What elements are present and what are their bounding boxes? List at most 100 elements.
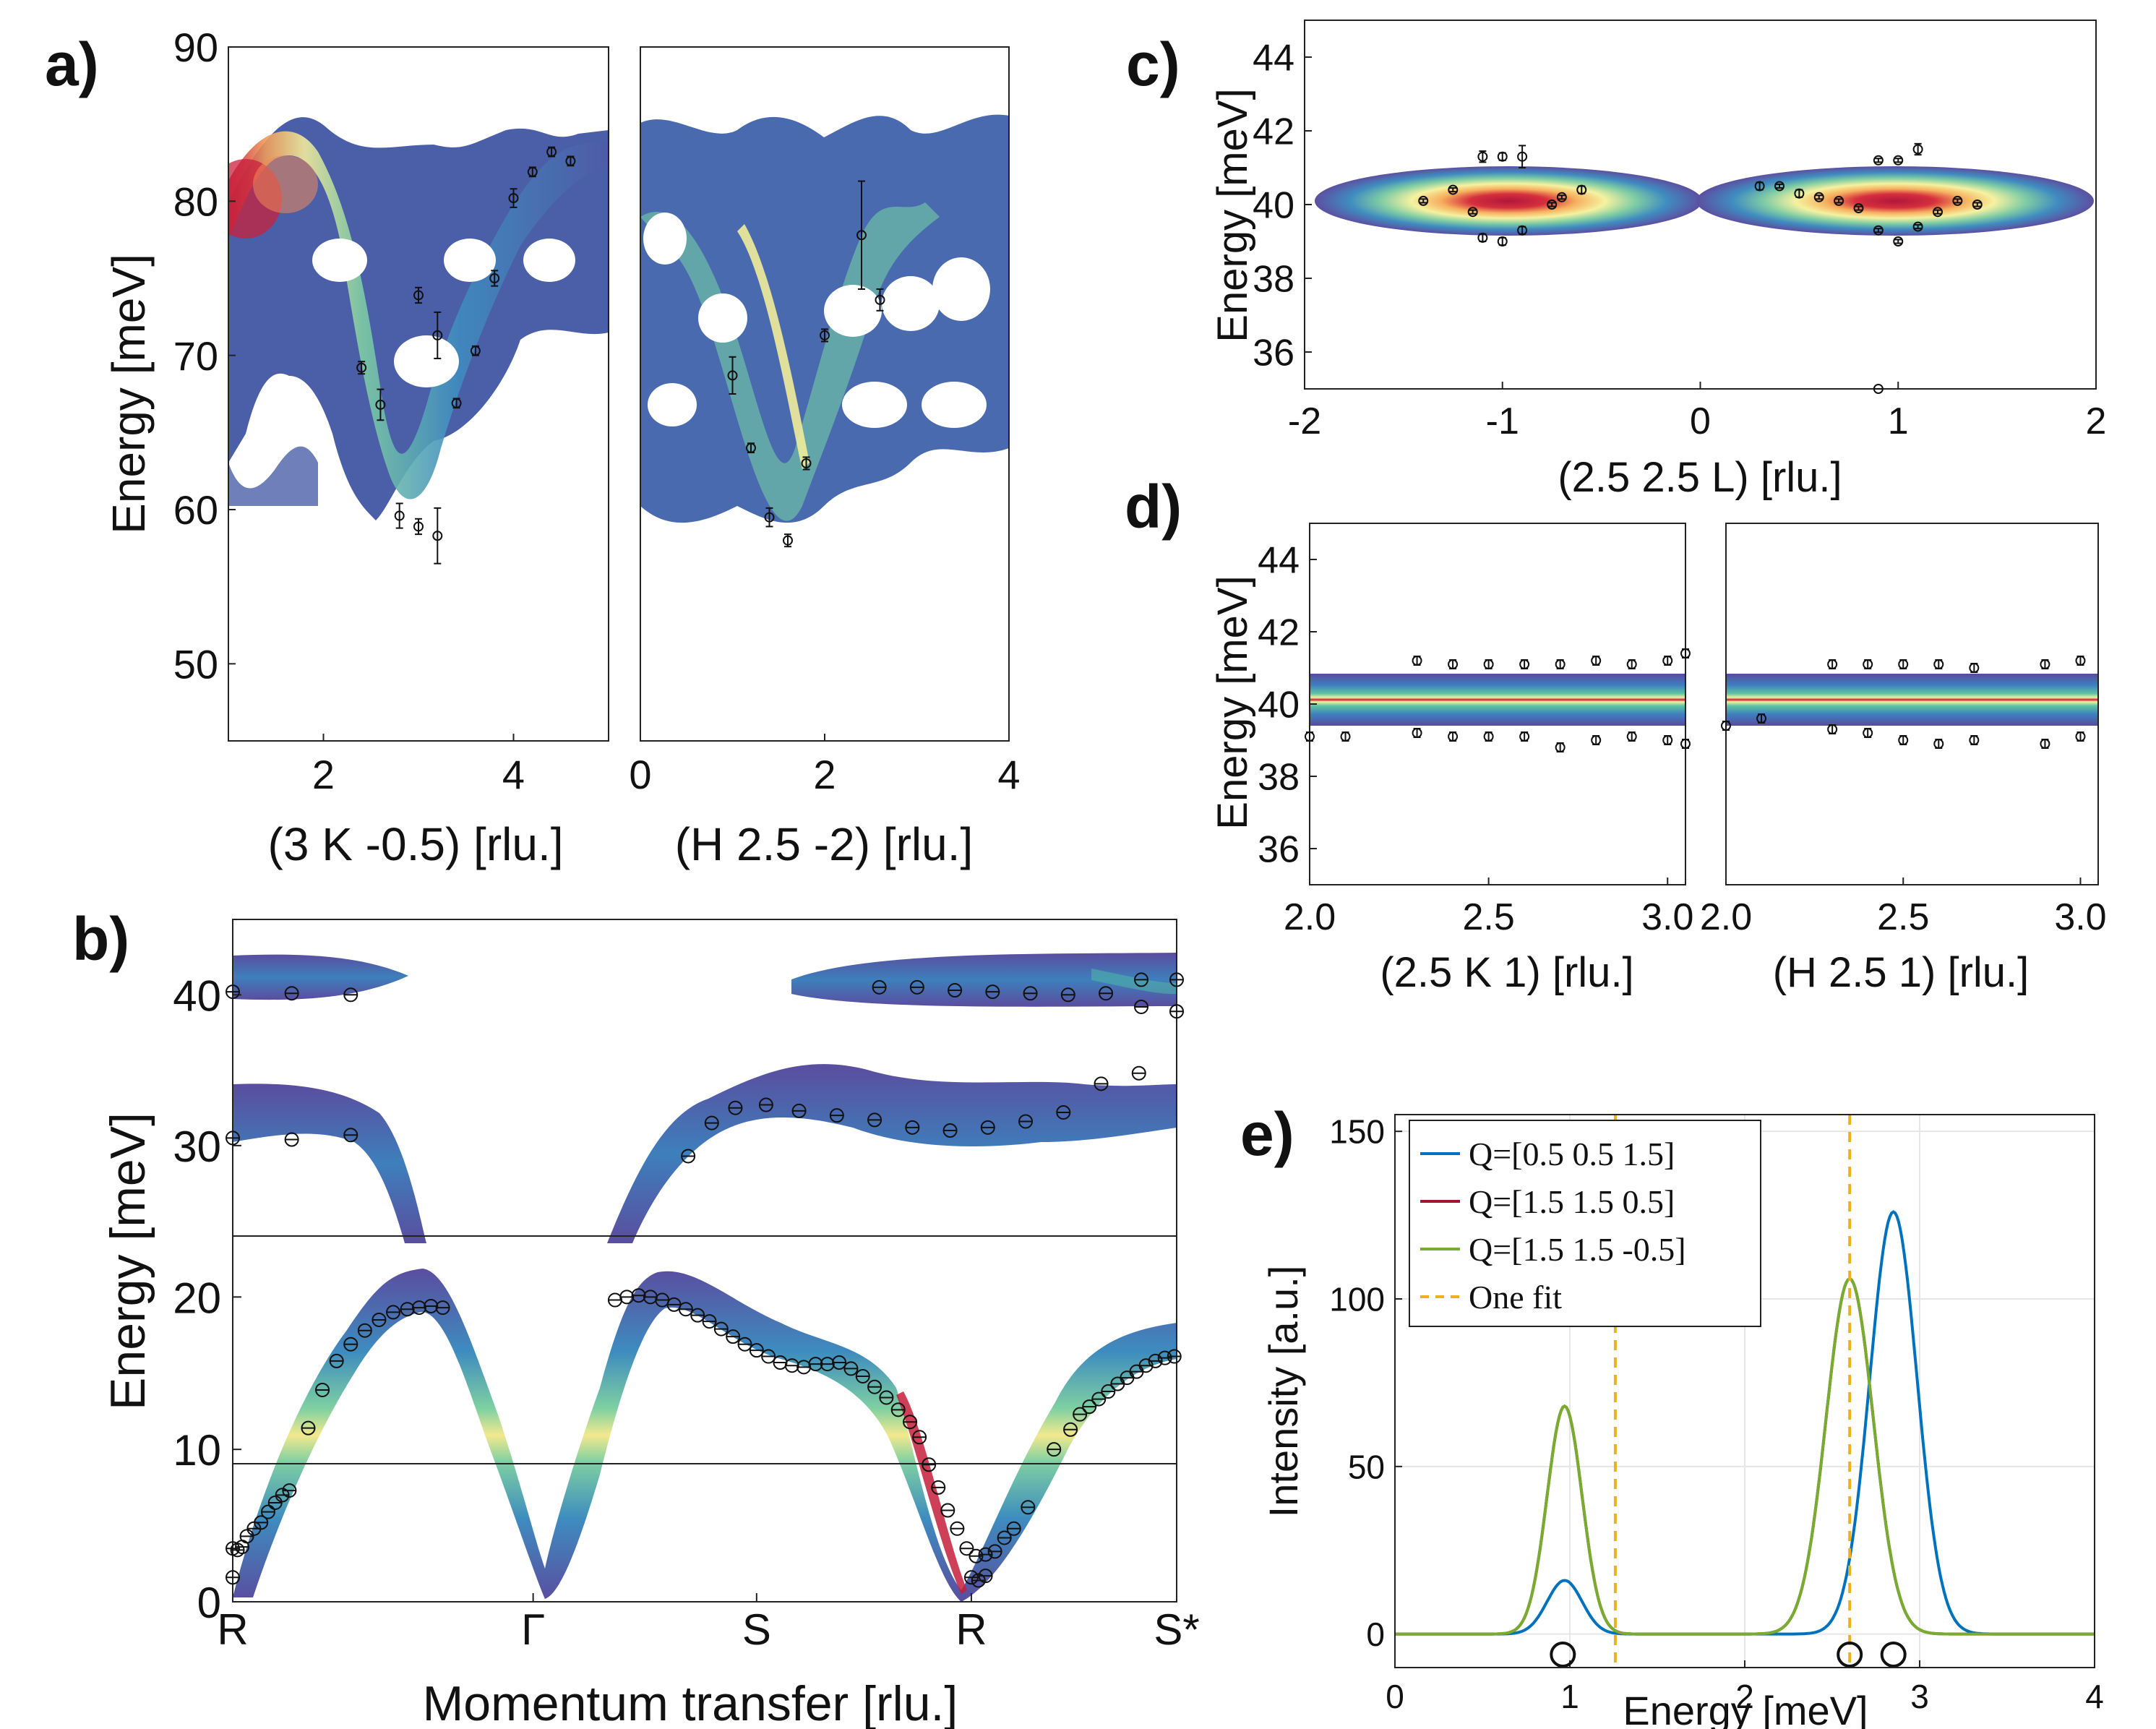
data-point [1591, 656, 1602, 666]
data-point [1018, 1114, 1034, 1129]
data-point [1680, 739, 1691, 749]
panel-label-a: a) [45, 30, 99, 98]
data-point [1873, 225, 1884, 236]
data-point [1021, 1500, 1036, 1515]
x-tick-label: 0 [1386, 1678, 1404, 1715]
panel-d2-axes: 2.0 2.5 3.0 [1700, 878, 2107, 938]
data-point [1933, 739, 1944, 749]
panel-b-frame [232, 919, 1177, 1603]
data-point [678, 1302, 693, 1317]
x-tick-label: -2 [1288, 400, 1321, 442]
data-point [959, 1541, 974, 1556]
data-point [375, 399, 386, 410]
data-point [1912, 144, 1923, 155]
panel-a2: 0 2 4 (H 2.5 -2) [rlu.] [629, 46, 1021, 870]
data-point [791, 1103, 807, 1118]
y-tick-label: 38 [1258, 757, 1300, 799]
panel-b-xlabel: Momentum transfer [rlu.] [423, 1676, 958, 1729]
data-point [761, 1349, 776, 1364]
data-point [1483, 659, 1494, 669]
data-point [527, 166, 538, 177]
data-point [432, 531, 443, 541]
data-point [737, 1337, 752, 1352]
data-point [749, 1343, 764, 1358]
data-point [856, 230, 867, 241]
data-point [1591, 735, 1602, 745]
y-tick-label: 100 [1329, 1281, 1385, 1318]
data-point [1555, 659, 1566, 669]
data-point [1412, 656, 1422, 666]
y-tick-label: 42 [1253, 111, 1294, 153]
data-point [371, 1312, 387, 1327]
data-point [801, 458, 812, 468]
data-point [971, 1573, 986, 1588]
y-tick-label: 44 [1253, 38, 1294, 80]
panel-a1-xlabel: (3 K -0.5) [rlu.] [268, 818, 564, 870]
legend-entry-1: Q=[1.5 1.5 0.5] [1469, 1183, 1675, 1220]
data-point [1969, 663, 1980, 673]
data-point [1477, 232, 1488, 243]
data-point [1626, 659, 1637, 669]
data-point [1827, 724, 1838, 734]
legend-box [1409, 1120, 1761, 1327]
panel-d1-intensity-band [1310, 674, 1685, 726]
y-tick-label: 50 [1348, 1448, 1385, 1485]
data-point [985, 984, 1000, 1000]
data-point [1063, 1422, 1078, 1437]
panel-a2-intensity-map [640, 114, 1009, 523]
data-point [1169, 1004, 1184, 1019]
y-tick-label: 30 [173, 1123, 221, 1171]
data-point [619, 1290, 635, 1305]
panel-c-ylabel: Energy [meV] [1209, 88, 1256, 342]
data-point [1157, 1350, 1172, 1365]
panel-label-b: b) [72, 905, 129, 973]
data-point [424, 1298, 439, 1313]
data-point [1952, 195, 1963, 206]
data-point [843, 1361, 859, 1376]
x-tick-label: R [955, 1605, 987, 1654]
data-point [1517, 151, 1528, 162]
data-point [1873, 384, 1884, 394]
data-point [909, 979, 924, 995]
data-point [1101, 1384, 1116, 1399]
data-point [1933, 207, 1943, 218]
panel-a1-points [356, 146, 576, 565]
data-point [890, 1402, 906, 1417]
data-point [1497, 151, 1508, 162]
panel-label-c: c) [1126, 30, 1180, 98]
data-point [1082, 1399, 1097, 1415]
data-point [1721, 721, 1731, 731]
data-point [1073, 1407, 1088, 1422]
panel-d2-xlabel: (H 2.5 1) [rlu.] [1773, 949, 2030, 996]
data-point [820, 330, 830, 340]
data-point [1517, 225, 1528, 236]
x-tick-label: 2.5 [1877, 896, 1929, 938]
panel-b: R Γ S R S* 0 10 20 30 40 Momentum transfer [rlu.]… [100, 919, 1200, 1729]
data-point [1148, 1353, 1163, 1368]
x-tick-label: 1 [1888, 400, 1909, 442]
data-point [546, 147, 557, 158]
data-point [1756, 713, 1767, 724]
data-point [1662, 735, 1673, 745]
series-line-2 [1395, 1277, 2095, 1636]
y-tick-label: 60 [173, 487, 218, 533]
data-point [565, 155, 576, 166]
y-tick-label: 0 [197, 1579, 221, 1627]
data-point [282, 1483, 297, 1498]
data-point [2075, 732, 2086, 742]
data-point [254, 1515, 269, 1530]
x-tick-label: 2.0 [1284, 896, 1336, 938]
panel-label-e: e) [1240, 1100, 1294, 1168]
data-point [1091, 1391, 1107, 1407]
data-point [1893, 155, 1904, 166]
data-point [1933, 659, 1944, 669]
panel-label-d: d) [1125, 473, 1182, 541]
data-point [1448, 184, 1459, 195]
data-point [1827, 659, 1838, 669]
data-point [1467, 207, 1478, 218]
data-point [435, 1300, 450, 1316]
y-tick-label: 40 [173, 971, 221, 1020]
data-point [726, 1329, 741, 1344]
data-point [1863, 659, 1873, 669]
